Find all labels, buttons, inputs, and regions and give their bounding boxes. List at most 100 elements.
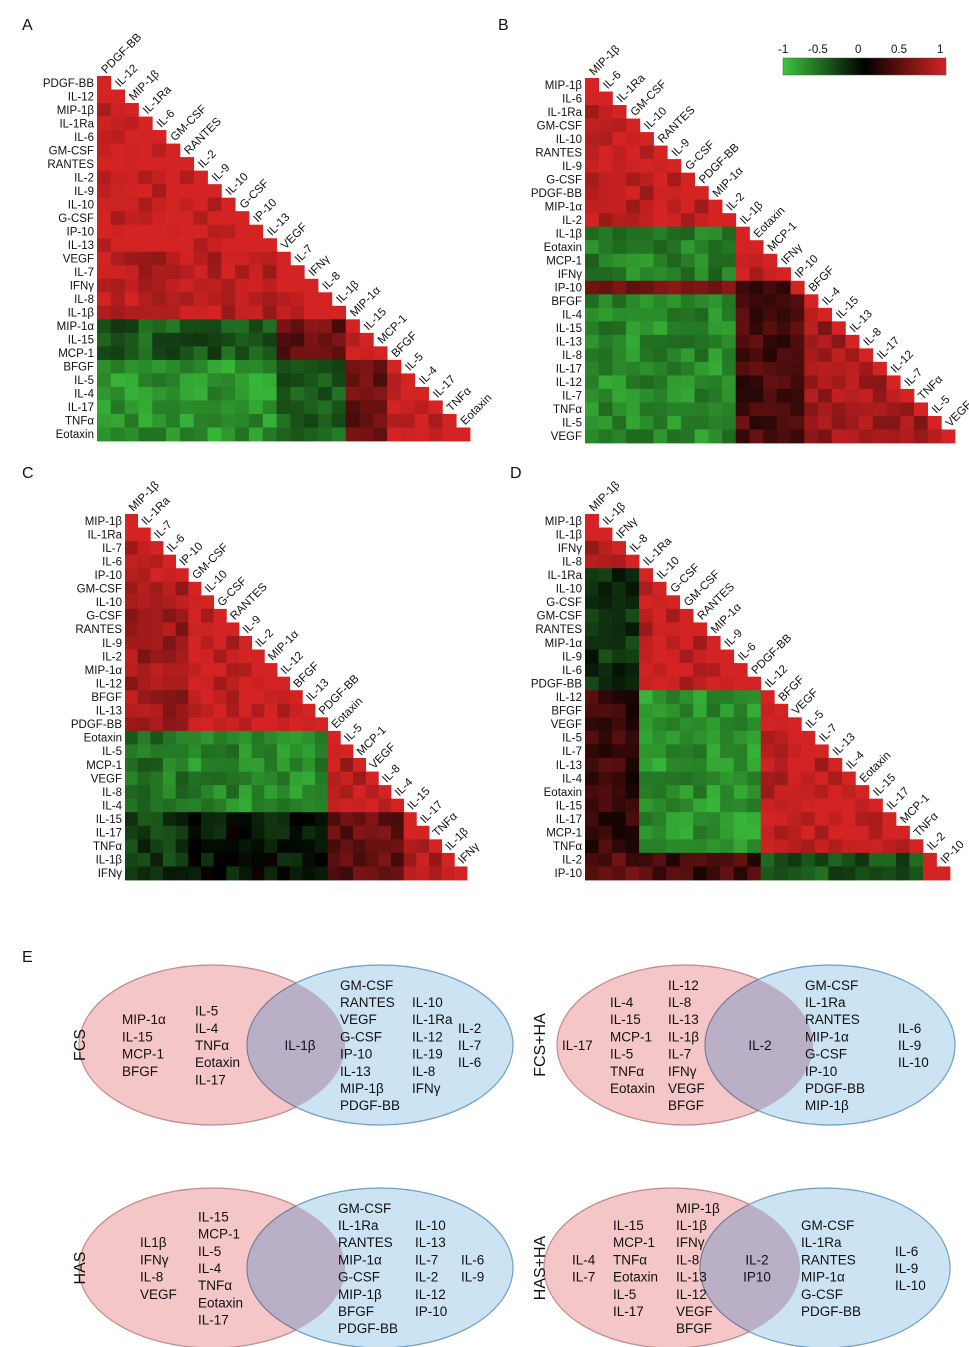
heatmap-cell xyxy=(262,400,277,415)
heatmap-cell xyxy=(331,359,347,374)
heatmap-cell xyxy=(213,690,227,705)
heatmap-cell xyxy=(598,541,613,556)
heatmap-cell xyxy=(264,866,278,881)
heatmap-cell xyxy=(365,812,379,827)
heatmap-cell xyxy=(598,785,613,800)
heatmap-cell xyxy=(137,717,151,732)
row-label: TNFα xyxy=(553,841,582,853)
heatmap-cell xyxy=(175,649,189,664)
heatmap-cell xyxy=(97,373,112,388)
heatmap-cell xyxy=(264,663,278,678)
heatmap-cell xyxy=(760,758,775,772)
heatmap-cell xyxy=(239,798,253,813)
venn-item: IL-6 xyxy=(461,1252,484,1267)
heatmap-cell xyxy=(138,346,153,361)
heatmap-cell xyxy=(666,852,681,867)
heatmap-cell xyxy=(201,703,215,718)
heatmap-cell xyxy=(175,798,189,813)
heatmap-cell xyxy=(175,690,189,705)
heatmap-cell xyxy=(302,785,316,800)
row-label: G-CSF xyxy=(86,611,122,623)
heatmap-cell xyxy=(845,415,860,430)
heatmap-cell xyxy=(175,825,189,840)
heatmap-cell xyxy=(327,744,341,759)
heatmap-cell xyxy=(612,852,626,867)
heatmap-cell xyxy=(667,415,682,430)
heatmap-cell xyxy=(653,172,668,187)
heatmap-cell xyxy=(97,143,112,158)
heatmap-cell xyxy=(612,253,627,268)
heatmap-cell xyxy=(774,717,789,732)
heatmap-cell xyxy=(585,307,600,322)
heatmap-cell xyxy=(175,771,189,786)
heatmap-cell xyxy=(667,213,682,228)
heatmap-cell xyxy=(97,292,112,307)
heatmap-cell xyxy=(626,415,641,430)
heatmap-cell xyxy=(708,375,723,390)
heatmap-cell xyxy=(747,771,762,786)
heatmap-cell xyxy=(137,636,151,650)
heatmap-cell xyxy=(612,717,626,732)
heatmap-cell xyxy=(585,334,600,349)
heatmap-cell xyxy=(277,798,291,813)
row-label: MIP-1β xyxy=(57,105,95,117)
heatmap-cell xyxy=(694,402,709,417)
heatmap-cell xyxy=(706,636,721,650)
heatmap-cell xyxy=(137,758,151,772)
heatmap-cell xyxy=(652,866,667,881)
heatmap-cell xyxy=(679,649,694,664)
heatmap-cell xyxy=(359,386,374,401)
heatmap-cell xyxy=(276,319,291,334)
heatmap-cell xyxy=(318,386,333,401)
heatmap-cell xyxy=(855,812,870,827)
heatmap-cell xyxy=(598,388,613,403)
heatmap-cell xyxy=(693,717,708,732)
heatmap-cell xyxy=(179,211,195,226)
heatmap-cell xyxy=(886,429,901,444)
column-label: IL-8 xyxy=(380,763,403,786)
row-label: VEGF xyxy=(63,254,94,266)
heatmap-cell xyxy=(804,402,819,417)
heatmap-cell xyxy=(327,839,341,854)
heatmap-cell xyxy=(276,386,291,401)
venn-item: TNFα xyxy=(198,1278,232,1293)
venn-item: RANTES xyxy=(801,1252,856,1267)
heatmap-cell xyxy=(694,415,709,430)
row-label: IL-4 xyxy=(562,773,582,785)
heatmap-cell xyxy=(124,346,139,361)
heatmap-cell xyxy=(693,744,708,759)
heatmap-cell xyxy=(193,278,208,293)
heatmap-cell xyxy=(304,332,319,347)
heatmap-cell xyxy=(598,554,613,569)
heatmap-cell xyxy=(207,265,222,280)
heatmap-cell xyxy=(585,839,599,854)
heatmap-cell xyxy=(290,346,305,361)
heatmap-cell xyxy=(814,812,829,827)
heatmap-cell xyxy=(722,294,737,309)
heatmap-cell xyxy=(221,224,236,239)
heatmap-cell xyxy=(315,717,329,732)
heatmap-cell xyxy=(251,785,265,800)
row-label: TNFα xyxy=(93,841,122,853)
heatmap-cell xyxy=(193,292,208,307)
heatmap-cell xyxy=(152,400,167,415)
heatmap-cell xyxy=(125,622,139,637)
heatmap-cell xyxy=(733,703,748,718)
heatmap-cell xyxy=(213,866,227,881)
heatmap-cell xyxy=(749,429,764,444)
heatmap-cell xyxy=(97,103,112,117)
heatmap-cell xyxy=(456,427,471,442)
heatmap-cell xyxy=(855,785,870,800)
venn-item: IL-12 xyxy=(676,1287,707,1302)
heatmap-cell xyxy=(221,278,236,293)
heatmap-cell xyxy=(612,608,626,623)
heatmap-cell xyxy=(221,319,236,334)
venn-item: IL-6 xyxy=(898,1021,921,1036)
heatmap-cell xyxy=(239,703,253,718)
heatmap-cell xyxy=(652,636,667,650)
heatmap-cell xyxy=(585,608,599,623)
heatmap-cell xyxy=(817,307,833,322)
heatmap-cell xyxy=(625,744,640,759)
heatmap-cell xyxy=(845,348,860,363)
heatmap-cell xyxy=(315,866,329,881)
